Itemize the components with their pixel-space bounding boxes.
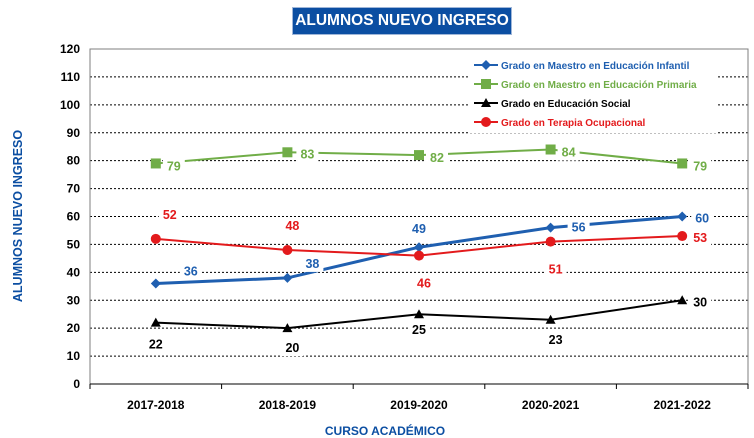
data-label: 38 (305, 257, 319, 271)
data-label: 51 (549, 263, 563, 277)
data-label: 22 (149, 338, 163, 352)
y-tick-label: 40 (67, 265, 81, 279)
legend-marker (481, 79, 491, 89)
x-tick-label: 2017-2018 (127, 398, 185, 412)
y-tick-label: 0 (73, 377, 80, 391)
data-label-bg (408, 220, 430, 238)
data-point (677, 231, 688, 242)
x-tick-label: 2018-2019 (259, 398, 317, 412)
legend-entry: Grado en Maestro en Educación Primaria (501, 80, 697, 91)
data-label-bg (689, 157, 712, 175)
legend-box (468, 57, 718, 133)
data-label: 79 (693, 159, 707, 173)
legend-entry: Grado en Maestro en Educación Infantil (501, 61, 690, 72)
data-label: 56 (572, 221, 586, 235)
y-tick-label: 110 (61, 70, 81, 84)
y-axis-title: ALUMNOS NUEVO INGRESO (11, 130, 25, 303)
data-point (545, 144, 556, 155)
data-label: 36 (184, 265, 198, 279)
data-label: 25 (412, 323, 426, 337)
data-label-bg (544, 330, 567, 348)
x-axis-title: CURSO ACADÉMICO (325, 423, 445, 438)
data-point (282, 272, 293, 283)
data-label-bg (144, 335, 167, 353)
data-label-bg (162, 157, 185, 175)
data-label: 53 (693, 231, 707, 245)
data-label-bg (408, 321, 430, 339)
data-label: 30 (693, 295, 707, 309)
data-label-bg (544, 260, 567, 278)
data-point (677, 211, 688, 222)
data-label-bg (567, 218, 590, 236)
data-label-bg (301, 254, 324, 272)
data-label: 52 (163, 208, 177, 222)
legend-marker (481, 60, 491, 70)
y-tick-label: 80 (67, 154, 81, 168)
legend-marker (481, 117, 491, 127)
data-label-bg (281, 339, 304, 357)
data-label-bg (426, 149, 448, 167)
data-label: 83 (300, 147, 314, 161)
data-point (677, 295, 688, 305)
data-label-bg (179, 262, 202, 280)
data-point (282, 323, 293, 333)
legend-entry: Grado en Terapia Ocupacional (501, 118, 646, 129)
data-point (150, 317, 161, 327)
data-label-bg (158, 205, 181, 223)
y-tick-label: 120 (60, 42, 80, 56)
legend-marker (481, 98, 491, 107)
y-tick-label: 70 (67, 182, 81, 196)
data-label-bg (281, 217, 304, 234)
data-point (677, 158, 688, 169)
y-tick-label: 20 (67, 321, 81, 335)
x-tick-label: 2020-2021 (522, 398, 580, 412)
y-tick-label: 100 (60, 98, 80, 112)
data-point (545, 314, 556, 324)
y-tick-label: 90 (67, 126, 81, 140)
data-label: 46 (417, 277, 431, 291)
y-tick-label: 60 (67, 210, 81, 224)
data-label-bg (689, 229, 712, 247)
data-label: 49 (412, 222, 426, 236)
data-label-bg (296, 145, 319, 163)
data-label: 60 (695, 212, 709, 226)
y-tick-label: 10 (67, 349, 81, 363)
data-label: 79 (167, 159, 181, 173)
data-label-bg (413, 274, 435, 292)
y-tick-label: 50 (67, 237, 81, 251)
data-label-bg (691, 209, 714, 227)
data-label-bg (689, 293, 712, 311)
x-tick-label: 2021-2022 (654, 398, 712, 412)
y-tick-label: 30 (67, 293, 81, 307)
chart-title: ALUMNOS NUEVO INGRESO (292, 7, 512, 35)
data-point (545, 236, 556, 247)
data-point (282, 147, 293, 158)
data-label: 23 (549, 333, 563, 347)
data-label: 20 (285, 341, 299, 355)
data-point (545, 222, 556, 233)
data-point (150, 233, 161, 244)
data-point (150, 278, 161, 289)
data-point (414, 242, 424, 253)
data-label: 84 (562, 146, 576, 160)
data-point (414, 309, 424, 319)
legend-entry: Grado en Educación Social (501, 99, 631, 110)
data-point (414, 250, 424, 261)
x-tick-label: 2019-2020 (390, 398, 448, 412)
data-point (414, 150, 424, 161)
data-point (150, 158, 161, 169)
data-label: 48 (285, 219, 299, 233)
data-point (282, 245, 293, 255)
data-label: 82 (430, 151, 444, 165)
data-label-bg (557, 143, 580, 161)
